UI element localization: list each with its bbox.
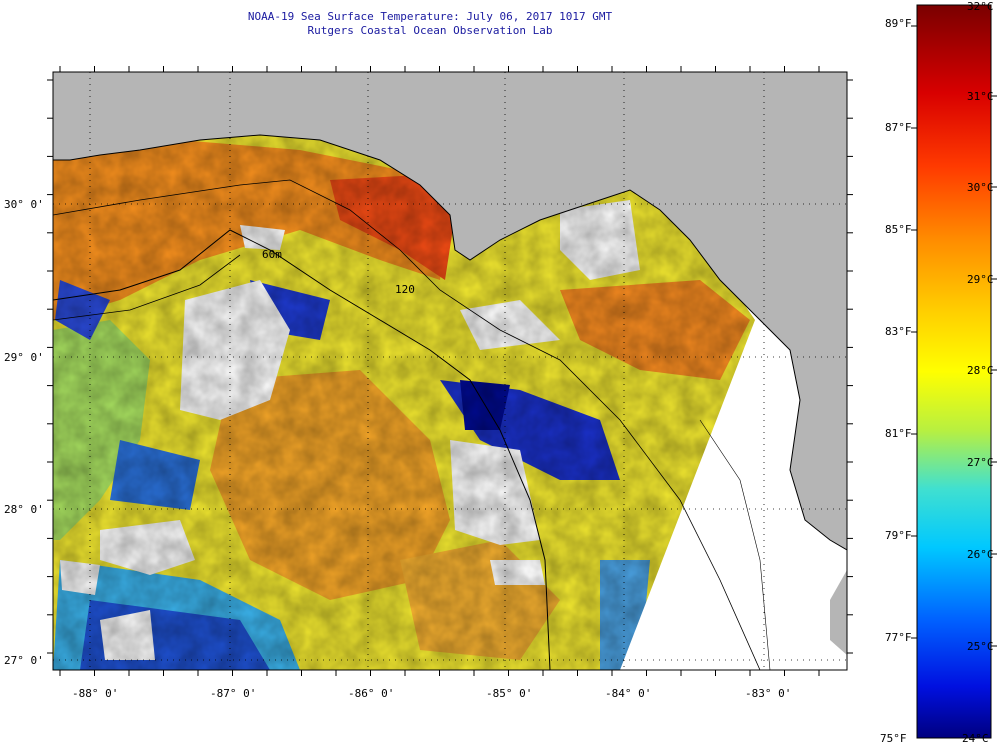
axis-ticks: [47, 66, 853, 676]
colorbar-c-label: 24°C: [962, 732, 989, 745]
colorbar-f-label: 79°F: [885, 529, 912, 542]
colorbar-c-label: 32°C: [967, 0, 994, 13]
colorbar-f-label: 75°F: [880, 732, 907, 745]
colorbar-ticks: [911, 25, 997, 647]
map-area: 60m 120: [53, 72, 847, 670]
colorbar-f-label: 83°F: [885, 325, 912, 338]
colorbar-f-label: 77°F: [885, 631, 912, 644]
colorbar-c-label: 28°C: [967, 364, 994, 377]
colorbar-c-label: 31°C: [967, 90, 994, 103]
map-subtitle: Rutgers Coastal Ocean Observation Lab: [307, 24, 553, 37]
lon-label: -84° 0': [605, 687, 651, 700]
lat-label: 27° 0': [4, 654, 44, 667]
lat-label: 30° 0': [4, 198, 44, 211]
lat-label: 29° 0': [4, 351, 44, 364]
colorbar-f-label: 87°F: [885, 121, 912, 134]
graticule: [53, 72, 847, 670]
lon-label: -83° 0': [745, 687, 791, 700]
lon-label: -87° 0': [210, 687, 256, 700]
colorbar-c-label: 30°C: [967, 181, 994, 194]
colorbar-f-label: 89°F: [885, 17, 912, 30]
lon-label: -86° 0': [348, 687, 394, 700]
map-frame: [52, 71, 848, 671]
colorbar-f-label: 81°F: [885, 427, 912, 440]
lat-label: 28° 0': [4, 503, 44, 516]
colorbar-c-label: 26°C: [967, 548, 994, 561]
colorbar-c-label: 25°C: [967, 640, 994, 653]
colorbar-c-label: 27°C: [967, 456, 994, 469]
map-title: NOAA-19 Sea Surface Temperature: July 06…: [247, 10, 613, 23]
colorbar-c-label: 29°C: [967, 273, 994, 286]
colorbar-f-label: 85°F: [885, 223, 912, 236]
colorbar: [916, 4, 992, 739]
isobath-label-60m: 60m: [262, 248, 282, 261]
lon-label: -85° 0': [486, 687, 532, 700]
isobath-label-120: 120: [395, 283, 415, 296]
lon-label: -88° 0': [72, 687, 118, 700]
